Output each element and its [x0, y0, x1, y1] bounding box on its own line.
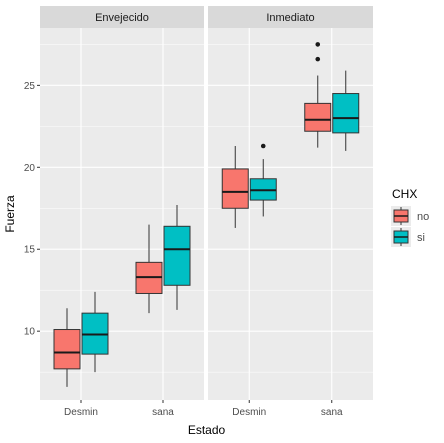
box-desmin-no: [53, 329, 81, 370]
box-sana-si: [163, 225, 191, 286]
legend-label: si: [417, 232, 425, 244]
box-sana-si: [332, 93, 360, 134]
x-axis-title: Estado: [188, 423, 226, 437]
x-tick-label: sana: [152, 407, 174, 418]
outlier-point: [315, 42, 321, 47]
box-desmin-no: [221, 168, 249, 209]
x-tick-label: Desmin: [64, 407, 98, 418]
box-sana-no: [304, 102, 332, 132]
y-tick-label: 20: [24, 163, 36, 174]
y-tick-label: 15: [24, 245, 36, 256]
y-tick-label: 25: [24, 81, 36, 92]
legend-title: CHX: [392, 187, 417, 201]
outlier-point: [315, 56, 321, 62]
x-tick-label: sana: [321, 407, 343, 418]
panel-background: [208, 28, 373, 400]
outlier-point: [260, 143, 266, 149]
facet-strip: [208, 6, 373, 28]
legend-label: no: [417, 211, 429, 223]
y-axis-title: Fuerza: [3, 195, 17, 233]
y-tick-label: 10: [24, 327, 36, 338]
facet-label: Envejecido: [95, 12, 149, 24]
x-tick-label: Desmin: [232, 407, 266, 418]
facet-strip: [40, 6, 204, 28]
facet-label: Inmediato: [266, 12, 314, 24]
